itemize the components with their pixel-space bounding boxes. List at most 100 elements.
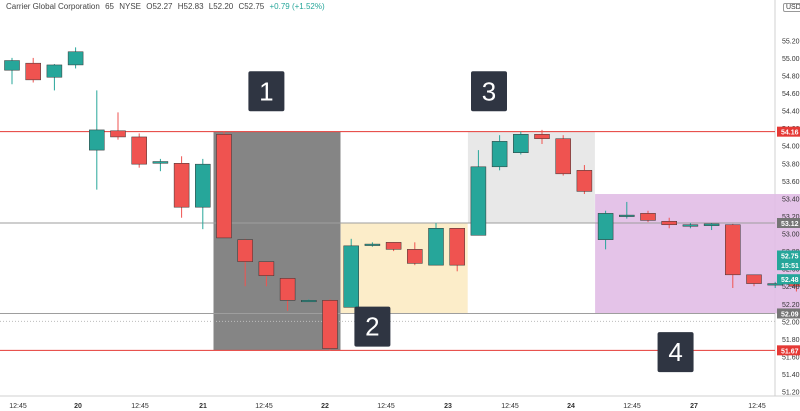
candle-body <box>25 62 41 81</box>
price-tag-bg <box>777 308 800 319</box>
candle-body <box>407 249 423 264</box>
interval[interactable]: 65 <box>105 2 114 11</box>
candle <box>152 158 169 172</box>
zone-label-3: 3 <box>482 76 496 106</box>
candle <box>449 228 465 272</box>
candle <box>110 112 126 140</box>
candle <box>46 64 63 91</box>
zone-label-box-3 <box>471 71 507 112</box>
price-tag-15:51: 15:51 <box>781 263 799 270</box>
symbol-name[interactable]: Carrier Global Corporation <box>6 2 100 11</box>
x-tick-label: 22 <box>321 403 329 410</box>
candle <box>619 201 635 219</box>
close-value: C52.75 <box>238 2 265 11</box>
x-tick-label: 12:45 <box>501 403 519 410</box>
currency-button[interactable]: USD <box>783 3 800 12</box>
y-tick-label: 54.80 <box>782 73 800 80</box>
y-tick-label: 52.60 <box>782 267 800 274</box>
candle-body <box>89 129 105 151</box>
zone-label-2: 2 <box>365 312 379 342</box>
candle-body <box>152 161 169 164</box>
candle <box>407 242 423 266</box>
candle <box>725 223 741 288</box>
x-tick-label: 21 <box>199 403 207 410</box>
zone-label-box-2 <box>354 306 391 347</box>
zone-label-box-1 <box>248 71 285 112</box>
candle <box>237 238 253 287</box>
candle <box>555 135 571 176</box>
x-tick-label: 24 <box>567 403 575 410</box>
price-tag-bg <box>777 126 800 137</box>
x-tick-label: 23 <box>444 403 452 410</box>
candle-body <box>597 213 614 240</box>
y-tick-label: 52.40 <box>782 284 800 291</box>
exchange: NYSE <box>119 2 141 11</box>
candle <box>258 261 275 287</box>
x-tick-label: 12:45 <box>377 403 395 410</box>
candle-body <box>385 242 402 250</box>
price-tag-bg <box>777 274 800 285</box>
candle-body <box>428 228 444 266</box>
price-tag-bg <box>777 260 800 271</box>
y-tick-label: 51.40 <box>782 372 800 379</box>
candle-body <box>279 278 296 301</box>
change-value: +0.79 (+1.52%) <box>269 2 325 11</box>
candle <box>343 238 359 308</box>
y-tick-label: 51.60 <box>782 354 800 361</box>
y-tick-label: 53.40 <box>782 196 800 203</box>
y-tick-label: 54.00 <box>782 144 800 151</box>
candle-body <box>322 300 338 349</box>
candle <box>4 57 20 85</box>
candle-body <box>216 134 232 239</box>
price-tag-bg <box>777 250 800 261</box>
price-tag-54.16: 54.16 <box>781 130 799 137</box>
candle <box>385 242 402 252</box>
candle <box>576 165 593 195</box>
open-value: O52.27 <box>146 2 173 11</box>
zone-4 <box>595 194 800 314</box>
price-tag-51.67: 51.67 <box>781 348 799 355</box>
candle-body <box>576 170 593 192</box>
candle-body <box>301 300 317 303</box>
x-tick-label: 12:45 <box>748 403 766 410</box>
candle-body <box>4 60 20 71</box>
candle-body <box>46 64 63 78</box>
candle <box>25 57 41 83</box>
y-tick-label: 52.20 <box>782 302 800 309</box>
x-tick-label: 12:45 <box>623 403 641 410</box>
candle <box>67 47 84 69</box>
candle-body <box>364 243 381 246</box>
zone-1 <box>213 131 341 351</box>
candle-body <box>173 163 190 208</box>
candle <box>470 150 487 236</box>
candle-body <box>131 136 147 165</box>
y-tick-label: 53.00 <box>782 232 800 239</box>
price-tag-52.48: 52.48 <box>781 277 799 284</box>
candle <box>597 210 614 250</box>
chart-header: Carrier Global Corporation 65 NYSE O52.2… <box>6 2 328 11</box>
x-tick-label: 12:45 <box>131 403 149 410</box>
y-tick-label: 51.80 <box>782 337 800 344</box>
y-tick-label: 51.20 <box>782 390 800 397</box>
low-value: L52.20 <box>208 2 234 11</box>
candle <box>131 133 147 168</box>
candle-body <box>767 283 783 286</box>
y-tick-label: 53.60 <box>782 179 800 186</box>
candle <box>491 135 508 171</box>
candle-body <box>449 228 465 266</box>
candle-body <box>661 220 677 226</box>
x-tick-label: 12:45 <box>255 403 273 410</box>
zone-3 <box>467 131 595 224</box>
candle <box>682 223 699 229</box>
candle-body <box>258 261 275 276</box>
x-tick-label: 20 <box>74 403 82 410</box>
price-tag-52.75: 52.75 <box>781 253 799 260</box>
candle <box>216 131 232 239</box>
zone-label-box-4 <box>657 332 694 373</box>
candle <box>767 281 783 288</box>
candle-body <box>343 245 359 308</box>
zone-label-1: 1 <box>259 76 273 106</box>
candle-body <box>195 163 211 208</box>
y-tick-label: 55.00 <box>782 56 800 63</box>
